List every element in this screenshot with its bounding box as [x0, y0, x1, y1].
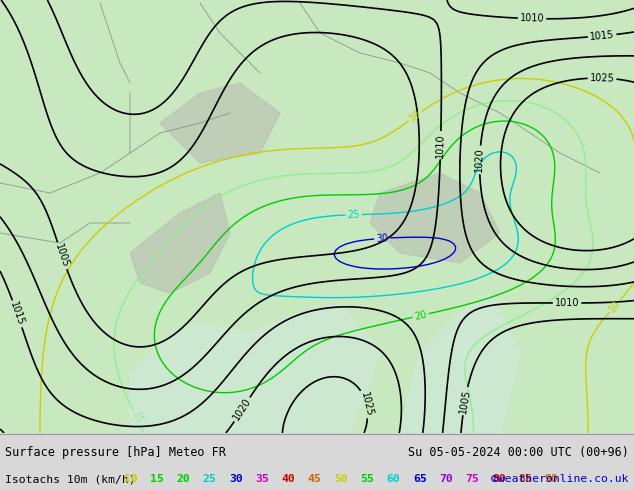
- Polygon shape: [130, 193, 230, 293]
- Polygon shape: [370, 173, 500, 263]
- Text: Surface pressure [hPa] Meteo FR: Surface pressure [hPa] Meteo FR: [5, 445, 226, 459]
- Text: Su 05-05-2024 00:00 UTC (00+96): Su 05-05-2024 00:00 UTC (00+96): [408, 445, 629, 459]
- Text: 60: 60: [387, 474, 401, 484]
- Text: 65: 65: [413, 474, 427, 484]
- Text: 10: 10: [607, 298, 623, 314]
- Text: 1005: 1005: [53, 243, 71, 269]
- Text: 10: 10: [407, 109, 423, 124]
- Text: 45: 45: [308, 474, 321, 484]
- Text: 75: 75: [465, 474, 479, 484]
- Text: 35: 35: [255, 474, 269, 484]
- Text: 1025: 1025: [590, 73, 614, 83]
- Text: 1010: 1010: [520, 13, 545, 24]
- Text: 20: 20: [413, 309, 428, 322]
- Text: 25: 25: [347, 210, 360, 220]
- Text: 55: 55: [360, 474, 374, 484]
- Text: 30: 30: [229, 474, 243, 484]
- Text: 40: 40: [281, 474, 295, 484]
- Text: 1020: 1020: [231, 396, 253, 422]
- Polygon shape: [130, 303, 380, 433]
- Text: 1015: 1015: [590, 30, 615, 42]
- Text: 1005: 1005: [458, 388, 472, 414]
- Text: 85: 85: [519, 474, 532, 484]
- Text: 70: 70: [439, 474, 453, 484]
- Polygon shape: [400, 293, 520, 433]
- Text: 1020: 1020: [474, 147, 485, 172]
- Text: 10: 10: [124, 474, 138, 484]
- Text: 30: 30: [376, 233, 389, 244]
- Text: 1015: 1015: [8, 300, 26, 327]
- Text: ©weatheronline.co.uk: ©weatheronline.co.uk: [491, 474, 629, 484]
- Text: 20: 20: [176, 474, 190, 484]
- Text: 1025: 1025: [358, 391, 374, 417]
- Polygon shape: [160, 83, 280, 163]
- Text: Isotachs 10m (km/h): Isotachs 10m (km/h): [5, 474, 136, 484]
- Text: 50: 50: [334, 474, 348, 484]
- Text: 80: 80: [492, 474, 506, 484]
- Text: 1010: 1010: [436, 133, 446, 158]
- Text: 1010: 1010: [555, 298, 579, 308]
- Text: 15: 15: [130, 410, 144, 426]
- Text: 25: 25: [203, 474, 216, 484]
- Text: 90: 90: [545, 474, 559, 484]
- Text: 15: 15: [150, 474, 164, 484]
